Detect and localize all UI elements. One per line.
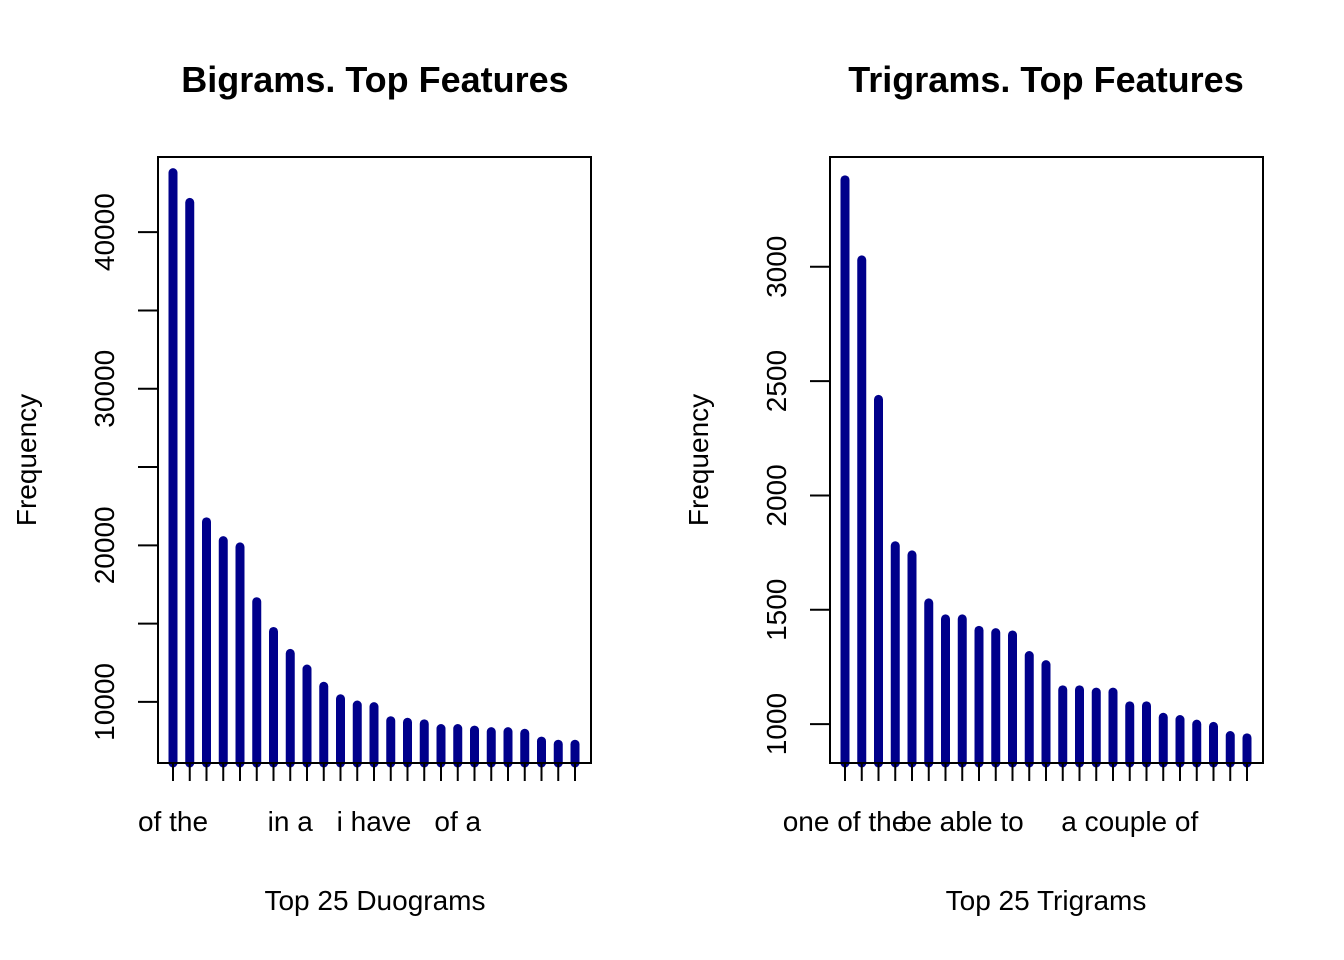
y-tick-label: 1000 [761,693,792,755]
bar-series [168,168,580,768]
chart-bigrams: Bigrams. Top Features 10000 20000 30000 400… [11,59,592,916]
y-tick-label: 3000 [761,236,792,298]
x-tick-label: a couple of [1061,806,1198,837]
x-tick-label: of the [138,806,208,837]
y-tick-label: 10000 [89,663,120,741]
y-axis-label: Frequency [11,394,42,526]
y-axis: 1000 1500 2000 2500 3000 [761,236,830,755]
x-axis-label: Top 25 Duograms [264,885,485,916]
y-tick-label: 40000 [89,193,120,271]
chart-trigrams: Trigrams. Top Features 1000 1500 2000 2500 3… [683,59,1264,916]
x-tick-label: be able to [901,806,1024,837]
bar-series [840,175,1252,768]
x-axis: of the in a i have of a [138,763,576,837]
y-tick-label: 20000 [89,506,120,584]
x-axis-label: Top 25 Trigrams [946,885,1147,916]
x-tick-label: one of the [783,806,908,837]
x-tick-label: of a [434,806,481,837]
y-tick-label: 30000 [89,350,120,428]
chart-title: Bigrams. Top Features [181,59,568,100]
y-tick-label: 2500 [761,350,792,412]
y-tick-label: 1500 [761,579,792,641]
y-axis: 10000 20000 30000 40000 [89,193,158,741]
y-tick-label: 2000 [761,464,792,526]
x-tick-label: in a [268,806,314,837]
y-axis-label: Frequency [683,394,714,526]
x-tick-label: i have [337,806,412,837]
chart-title: Trigrams. Top Features [848,59,1243,100]
